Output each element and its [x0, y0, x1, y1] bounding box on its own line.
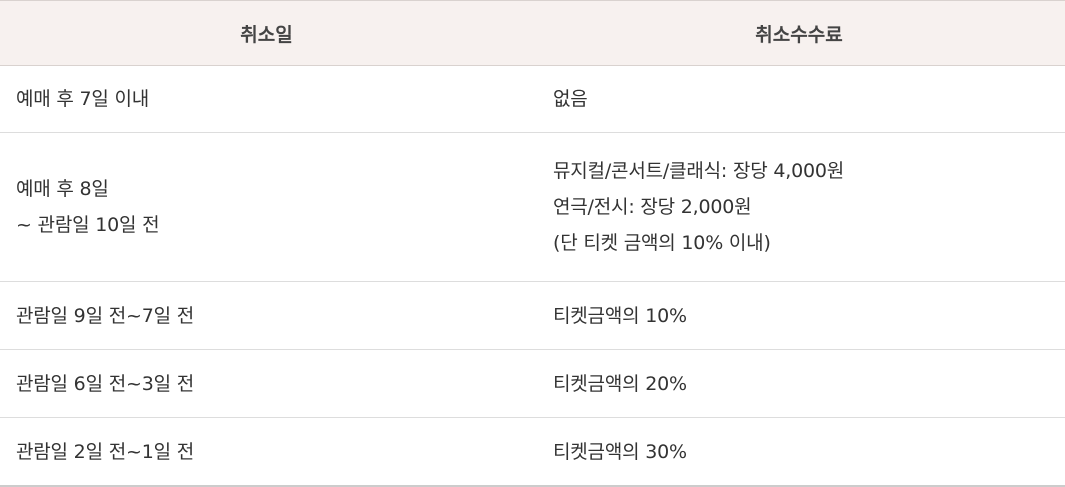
cancel-date-text: ~ 관람일 10일 전	[16, 214, 160, 236]
header-cancel-fee: 취소수수료	[533, 0, 1065, 66]
cancel-fee-text: 티켓금액의 10%	[553, 304, 687, 327]
cancel-date-cell: 예매 후 8일 ~ 관람일 10일 전	[0, 132, 533, 282]
cancel-date-cell: 관람일 9일 전~7일 전	[0, 281, 533, 350]
cancel-date-text: 예매 후 8일	[16, 178, 109, 200]
cancel-fee-text: 티켓금액의 20%	[553, 372, 687, 395]
cancel-fee-text: 뮤지컬/콘서트/클래식: 장당 4,000원	[553, 160, 845, 182]
table-row: 예매 후 7일 이내 없음	[0, 65, 1065, 133]
cancel-date-cell: 관람일 2일 전~1일 전	[0, 417, 533, 487]
table-row: 관람일 2일 전~1일 전 티켓금액의 30%	[0, 417, 1065, 487]
cancel-fee-note: (단 티켓 금액의 10% 이내)	[553, 232, 771, 254]
cancel-date-text: 관람일 6일 전~3일 전	[16, 372, 194, 395]
cancel-date-cell: 예매 후 7일 이내	[0, 65, 533, 133]
cancel-date-cell: 관람일 6일 전~3일 전	[0, 349, 533, 418]
cancel-fee-text: 티켓금액의 30%	[553, 440, 687, 463]
table-row: 예매 후 8일 ~ 관람일 10일 전 뮤지컬/콘서트/클래식: 장당 4,00…	[0, 132, 1065, 282]
cancel-fee-cell: 없음	[533, 65, 1065, 133]
table-row: 관람일 6일 전~3일 전 티켓금액의 20%	[0, 349, 1065, 418]
cancel-fee-cell: 티켓금액의 10%	[533, 281, 1065, 350]
table-header-row: 취소일 취소수수료	[0, 0, 1065, 66]
cancel-fee-cell: 티켓금액의 30%	[533, 417, 1065, 487]
table-row: 관람일 9일 전~7일 전 티켓금액의 10%	[0, 281, 1065, 350]
cancel-fee-cell: 뮤지컬/콘서트/클래식: 장당 4,000원 연극/전시: 장당 2,000원 …	[533, 132, 1065, 282]
cancel-date-text: 예매 후 7일 이내	[16, 88, 150, 110]
cancel-fee-cell: 티켓금액의 20%	[533, 349, 1065, 418]
cancel-fee-text: 연극/전시: 장당 2,000원	[553, 196, 752, 218]
cancel-date-text: 관람일 2일 전~1일 전	[16, 440, 194, 463]
cancel-fee-text: 없음	[553, 88, 588, 110]
header-cancel-date: 취소일	[0, 0, 533, 66]
cancel-date-text: 관람일 9일 전~7일 전	[16, 304, 194, 327]
